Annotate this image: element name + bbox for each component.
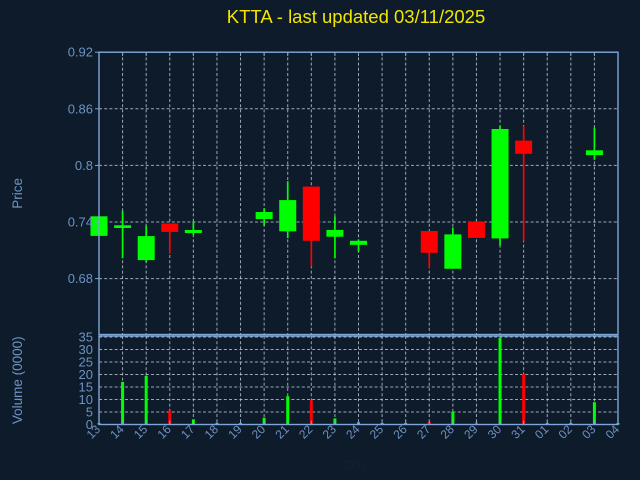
svg-text:Day: Day	[344, 457, 368, 472]
svg-text:0.8: 0.8	[75, 158, 93, 173]
svg-text:0.68: 0.68	[68, 271, 93, 286]
svg-text:Volume (0000): Volume (0000)	[10, 336, 25, 424]
svg-text:Price: Price	[10, 178, 25, 209]
svg-text:0.86: 0.86	[68, 101, 93, 116]
svg-text:0.74: 0.74	[68, 215, 93, 230]
svg-text:0.92: 0.92	[68, 45, 93, 60]
svg-text:KTTA - last updated 03/11/2025: KTTA - last updated 03/11/2025	[227, 6, 486, 27]
